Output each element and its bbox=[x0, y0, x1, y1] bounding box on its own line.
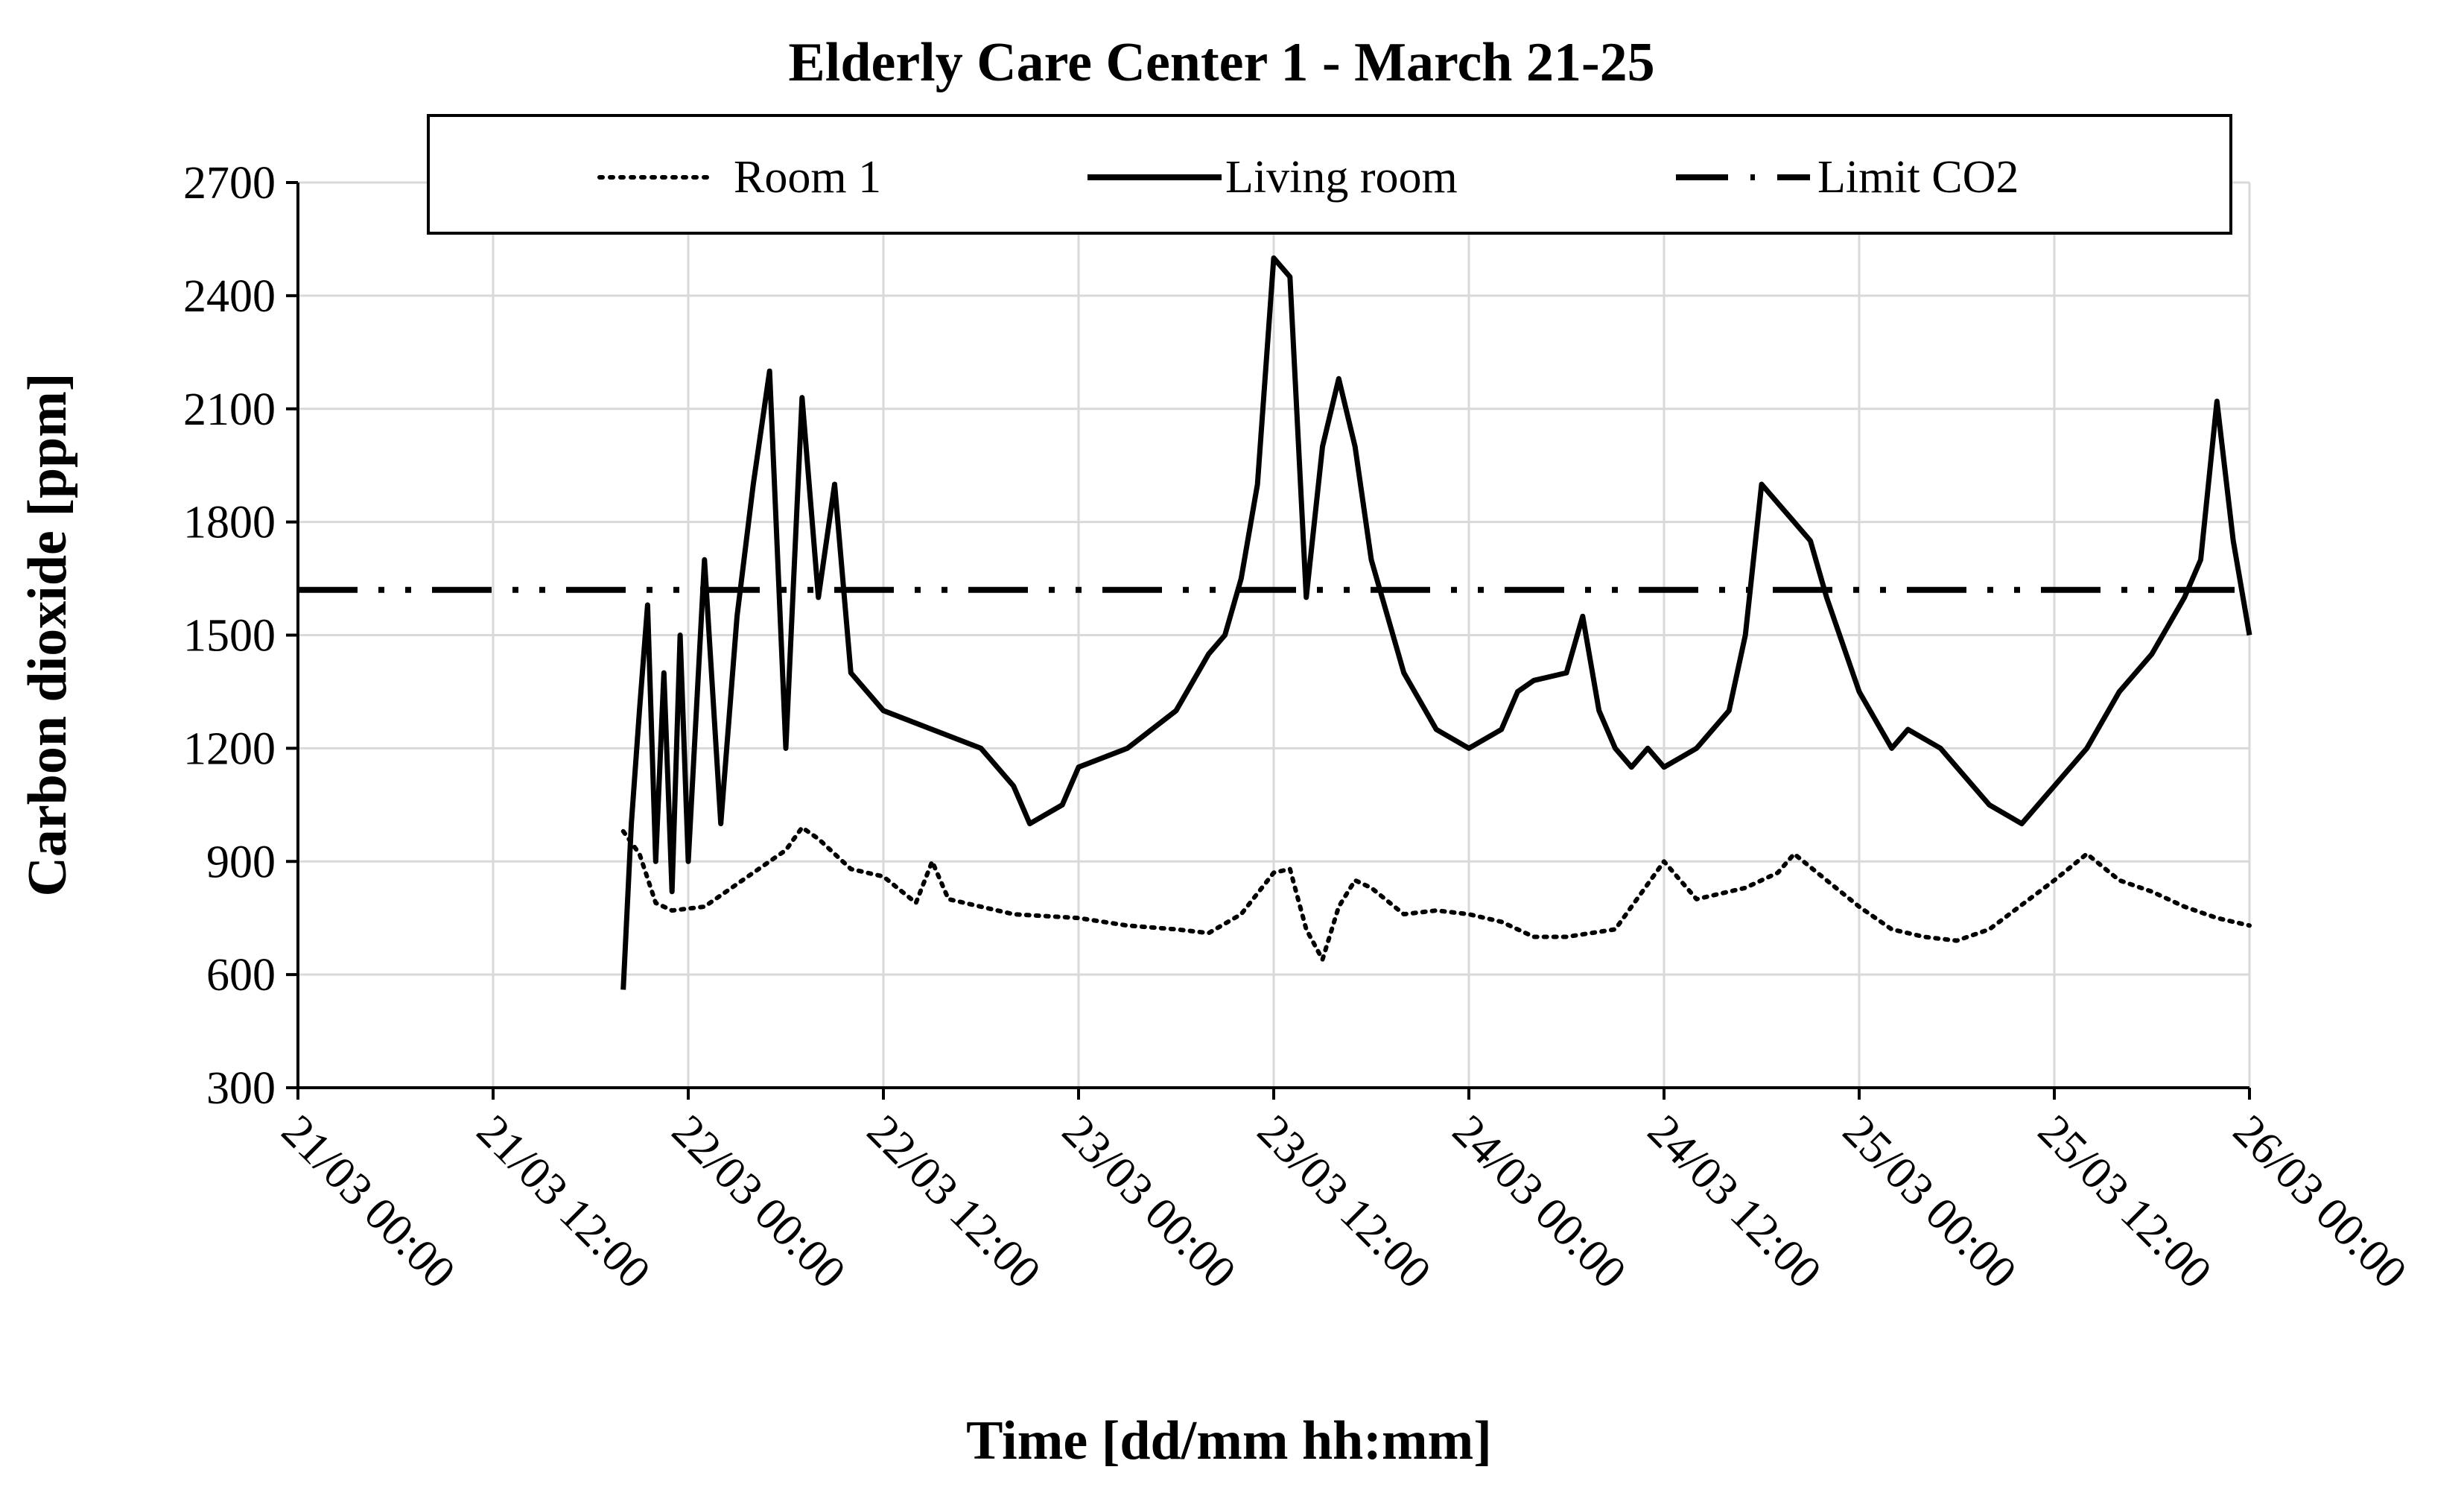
legend-label-room-1: Room 1 bbox=[734, 152, 881, 203]
x-tick-label: 21/03 12:00 bbox=[467, 1106, 660, 1299]
series-line-living-room bbox=[620, 255, 2252, 990]
y-tick-label: 2700 bbox=[183, 158, 276, 209]
y-axis-title: Carbon dioxide [ppm] bbox=[17, 373, 78, 896]
y-tick-label: 1500 bbox=[183, 611, 276, 662]
y-tick-label: 2100 bbox=[183, 384, 276, 435]
legend: Room 1 Living room Limit CO2 bbox=[427, 114, 2232, 235]
legend-label-living-room: Living room bbox=[1225, 152, 1458, 203]
x-tick-labels: 21/03 00:00 21/03 12:00 22/03 00:00 22/03 1… bbox=[272, 1088, 2416, 1299]
y-tick-label: 300 bbox=[206, 1063, 276, 1114]
x-tick-label: 23/03 00:00 bbox=[1052, 1106, 1245, 1299]
y-tick-label: 1800 bbox=[183, 498, 276, 548]
y-tick-label: 2400 bbox=[183, 271, 276, 322]
x-tick-label: 22/03 12:00 bbox=[857, 1106, 1050, 1299]
series-layer bbox=[298, 255, 2252, 990]
x-tick-label: 22/03 00:00 bbox=[662, 1106, 855, 1299]
x-tick-label: 23/03 12:00 bbox=[1248, 1106, 1441, 1299]
legend-box bbox=[427, 114, 2232, 235]
y-tick-label: 1200 bbox=[183, 723, 276, 774]
x-axis-title: Time [dd/mm hh:mm] bbox=[966, 1410, 1492, 1471]
y-tick-label: 600 bbox=[206, 950, 276, 1001]
grid-layer bbox=[298, 181, 2251, 1089]
x-tick-label: 24/03 00:00 bbox=[1443, 1106, 1636, 1299]
y-tick-label: 900 bbox=[206, 837, 276, 887]
legend-label-limit-co2: Limit CO2 bbox=[1817, 152, 2019, 203]
x-tick-label: 26/03 00:00 bbox=[2223, 1106, 2416, 1299]
x-tick-label: 25/03 00:00 bbox=[1833, 1106, 2026, 1299]
chart-title: Elderly Care Center 1 - March 21-25 bbox=[788, 32, 1654, 93]
x-tick-label: 25/03 12:00 bbox=[2028, 1106, 2221, 1299]
series-line-room-1 bbox=[620, 825, 2252, 962]
x-tick-label: 21/03 00:00 bbox=[272, 1106, 465, 1299]
y-tick-labels: 300 600 900 1200 1500 1800 2100 2400 2700 bbox=[183, 158, 298, 1114]
x-tick-label: 24/03 12:00 bbox=[1638, 1106, 1831, 1299]
